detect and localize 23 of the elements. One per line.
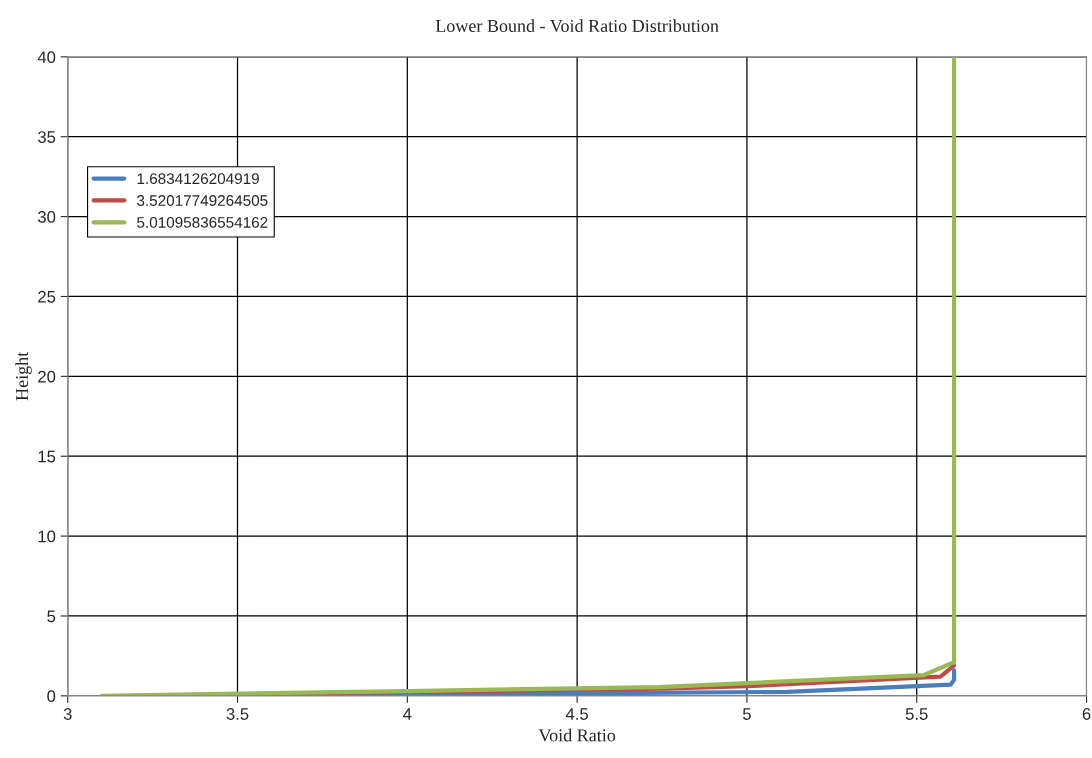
- legend-label: 3.52017749264505: [137, 195, 268, 206]
- y-tick-label: 10: [38, 530, 56, 543]
- x-tick-label: 5: [742, 708, 751, 720]
- x-tick-label: 3: [63, 708, 72, 720]
- x-tick-label: 3.5: [226, 708, 249, 720]
- y-tick-label: 25: [38, 290, 56, 303]
- y-tick-label: 0: [47, 690, 56, 703]
- y-tick-label: 40: [37, 51, 56, 64]
- x-axis-title: Void Ratio: [538, 728, 616, 742]
- legend-label: 1.6834126204919: [137, 173, 259, 185]
- y-tick-label: 15: [38, 450, 56, 463]
- y-tick-label: 35: [38, 131, 56, 143]
- y-tick-label: 30: [38, 211, 56, 223]
- x-tick-label: 5.5: [905, 708, 928, 720]
- y-tick-label: 20: [38, 370, 56, 383]
- x-tick-label: 6: [1082, 708, 1091, 720]
- x-tick-label: 4.5: [565, 708, 589, 720]
- chart-title: Lower Bound - Void Ratio Distribution: [435, 19, 719, 33]
- x-tick-label: 4: [403, 708, 412, 720]
- y-tick-label: 5: [47, 610, 56, 623]
- line-series: [99, 56, 957, 696]
- legend-label: 5.01095836554162: [137, 217, 268, 228]
- y-axis-title: Height: [15, 351, 32, 401]
